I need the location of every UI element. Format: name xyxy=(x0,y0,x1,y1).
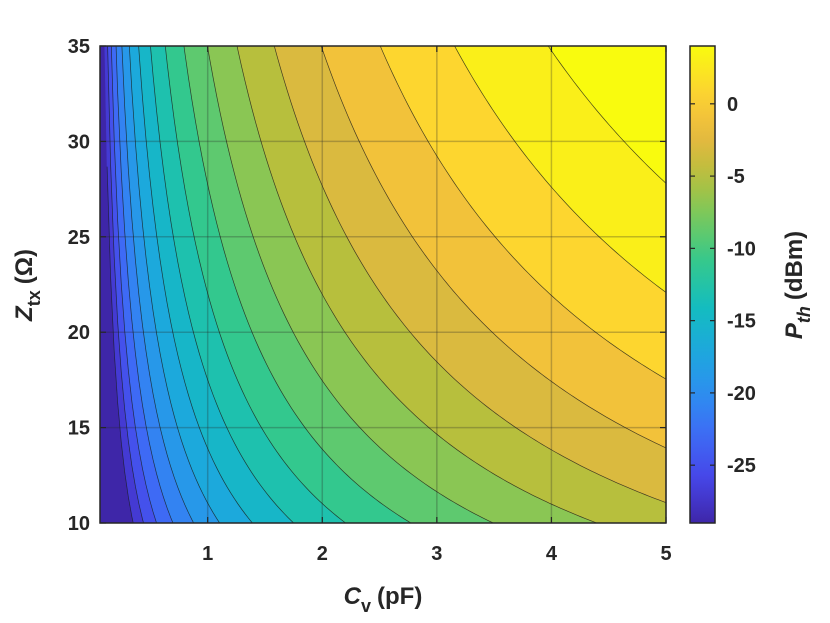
y-tick-label: 15 xyxy=(68,418,90,440)
x-axis-label-main: C xyxy=(344,583,362,610)
colorbar-tick-label: -20 xyxy=(727,383,756,405)
contour-line xyxy=(379,46,666,380)
contour-line xyxy=(150,46,295,523)
x-tick-label: 2 xyxy=(317,543,328,565)
x-axis-label-sub: v xyxy=(361,596,371,616)
colorbar: 0 -5 -10 -15 -20 -25 xyxy=(689,45,756,524)
y-axis-label-unit: (Ω) xyxy=(11,249,38,284)
y-axis-ticks: 10 15 20 25 30 35 xyxy=(68,36,666,535)
contour-line xyxy=(454,46,666,293)
contour-band xyxy=(121,46,221,523)
colorbar-tick-label: -25 xyxy=(727,455,756,477)
contour-line xyxy=(236,46,598,523)
y-tick-label: 35 xyxy=(68,36,90,58)
contour-line xyxy=(138,46,253,523)
colorbar-tick-label: 0 xyxy=(727,94,738,116)
colorbar-tick-label: -5 xyxy=(727,166,745,188)
contour-bands xyxy=(100,46,666,523)
colorbar-label-unit: (dBm) xyxy=(781,231,808,300)
colorbar-frame xyxy=(689,45,716,524)
contour-line xyxy=(128,46,221,523)
contour-line xyxy=(106,166,134,523)
x-axis-label: Cv (pF) xyxy=(344,583,423,616)
y-axis-label-main: Z xyxy=(11,305,38,322)
contour-plot: 1 2 3 4 5 10 15 20 25 30 35 xyxy=(68,36,672,565)
colorbar-ticks: 0 -5 -10 -15 -20 -25 xyxy=(690,94,756,477)
y-tick-label: 20 xyxy=(68,322,90,344)
contour-line xyxy=(320,46,666,449)
contour-band xyxy=(547,46,666,184)
x-tick-label: 3 xyxy=(431,543,442,565)
y-axis-label-sub: tx xyxy=(24,290,44,306)
contour-line xyxy=(207,46,495,523)
contour-line xyxy=(121,46,195,523)
x-axis-label-unit: (pF) xyxy=(377,583,422,610)
colorbar-label-sub: th xyxy=(794,306,814,323)
contour-band xyxy=(454,46,666,293)
contour-line xyxy=(107,46,144,523)
contour-line xyxy=(115,46,174,523)
contour-band xyxy=(379,46,666,380)
colorbar-fill xyxy=(690,46,715,523)
y-tick-label: 25 xyxy=(68,227,90,249)
y-tick-label: 30 xyxy=(68,131,90,153)
contour-band xyxy=(320,46,666,449)
x-axis-ticks: 1 2 3 4 5 xyxy=(202,46,672,565)
contour-line xyxy=(183,46,412,523)
contour-line xyxy=(164,46,347,523)
colorbar-tick-label: -15 xyxy=(727,311,756,333)
colorbar-label: Pth (dBm) xyxy=(781,231,814,339)
contour-band xyxy=(129,46,253,523)
plot-frame xyxy=(99,45,667,524)
contour-line xyxy=(110,46,157,523)
x-tick-label: 4 xyxy=(546,543,558,565)
x-tick-label: 1 xyxy=(202,543,213,565)
colorbar-tick-label: -10 xyxy=(727,238,756,260)
colorbar-label-main: P xyxy=(781,322,808,339)
contour-line xyxy=(273,46,666,503)
y-axis-label: Ztx (Ω) xyxy=(11,249,44,322)
contour-band xyxy=(100,46,134,523)
y-tick-label: 10 xyxy=(68,513,90,535)
x-tick-label: 5 xyxy=(660,543,671,565)
contour-line xyxy=(547,46,666,184)
contour-lines xyxy=(106,46,666,523)
